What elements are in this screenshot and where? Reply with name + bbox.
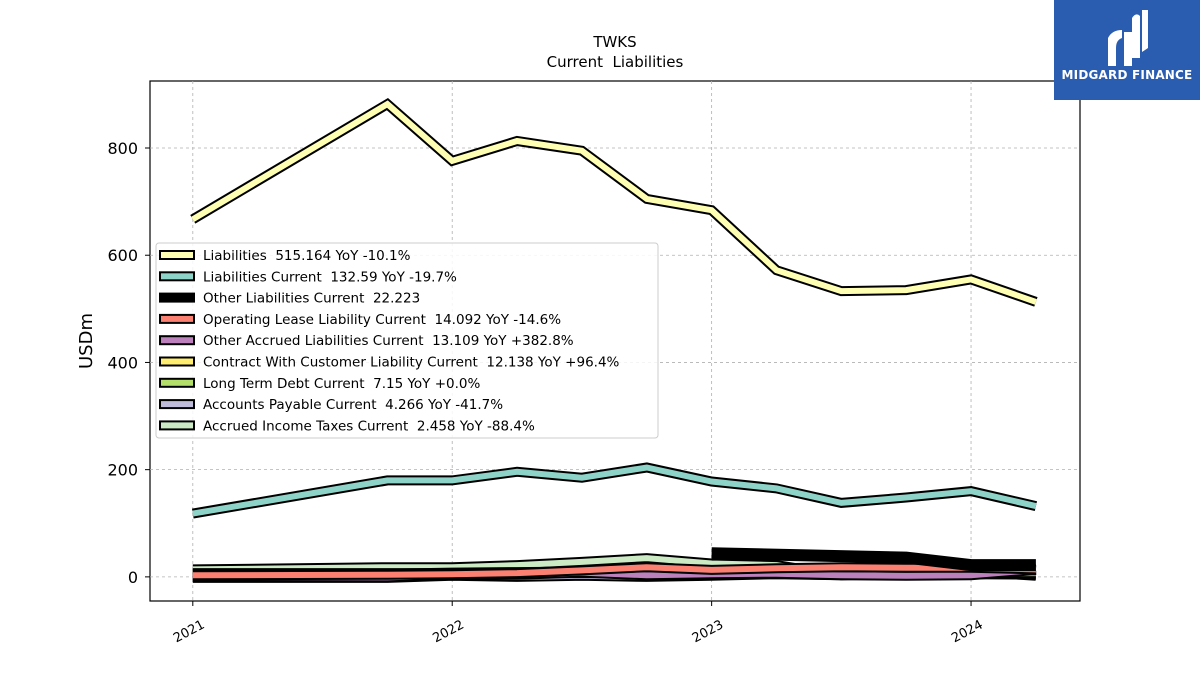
plot-area bbox=[149, 80, 1081, 602]
legend-swatch bbox=[159, 356, 195, 367]
series-line bbox=[192, 464, 1037, 517]
legend-entry: Liabilities Current 132.59 YoY -19.7% bbox=[203, 269, 457, 285]
chart-subtitle: Current Liabilities bbox=[547, 53, 684, 71]
legend: Liabilities 515.164 YoY -10.1% Liabilitie… bbox=[155, 242, 659, 439]
legend-entry: Liabilities 515.164 YoY -10.1% bbox=[203, 248, 411, 264]
y-tick-label: 600 bbox=[107, 246, 138, 265]
x-axis: 2021 2022 2023 2024 bbox=[171, 601, 986, 646]
legend-swatch bbox=[159, 250, 195, 260]
series-group bbox=[190, 97, 1038, 583]
y-tick-label: 0 bbox=[128, 568, 138, 587]
y-axis: 0 200 400 600 800 bbox=[107, 139, 150, 587]
y-axis-label: USDm bbox=[76, 313, 97, 369]
legend-entry: Contract With Customer Liability Current… bbox=[203, 355, 620, 371]
legend-swatch bbox=[159, 420, 195, 431]
series-line bbox=[191, 100, 1037, 305]
midgard-logo-icon bbox=[1108, 10, 1148, 66]
legend-entry: Other Accrued Liabilities Current 13.109… bbox=[203, 333, 574, 349]
series-line bbox=[192, 564, 1036, 579]
legend-entry: Other Liabilities Current 22.223 bbox=[203, 291, 420, 307]
y-tick-label: 200 bbox=[107, 461, 138, 480]
x-tick-label: 2021 bbox=[171, 618, 207, 647]
legend-entry: Operating Lease Liability Current 14.092… bbox=[203, 312, 561, 328]
legend-swatch bbox=[159, 292, 195, 303]
legend-entry: Accounts Payable Current 4.266 YoY -41.7… bbox=[203, 397, 503, 413]
legend-swatch bbox=[159, 335, 195, 346]
x-tick-label: 2022 bbox=[430, 618, 466, 647]
chart-title: TWKS bbox=[592, 33, 636, 51]
legend-swatch bbox=[159, 399, 195, 410]
legend-entry: Long Term Debt Current 7.15 YoY +0.0% bbox=[203, 376, 480, 392]
legend-swatch bbox=[159, 271, 195, 282]
legend-swatch bbox=[159, 377, 195, 388]
y-tick-label: 800 bbox=[107, 139, 138, 158]
x-tick-label: 2024 bbox=[949, 618, 985, 647]
series-outline bbox=[711, 547, 1036, 572]
brand-logo: MIDGARD FINANCE bbox=[1054, 0, 1200, 100]
x-tick-label: 2023 bbox=[690, 618, 726, 647]
legend-box bbox=[155, 242, 659, 439]
y-tick-label: 400 bbox=[107, 353, 138, 372]
brand-name: MIDGARD FINANCE bbox=[1061, 68, 1193, 82]
legend-entry: Accrued Income Taxes Current 2.458 YoY -… bbox=[203, 418, 535, 434]
plot-frame bbox=[149, 80, 1081, 602]
legend-swatch bbox=[159, 313, 195, 324]
